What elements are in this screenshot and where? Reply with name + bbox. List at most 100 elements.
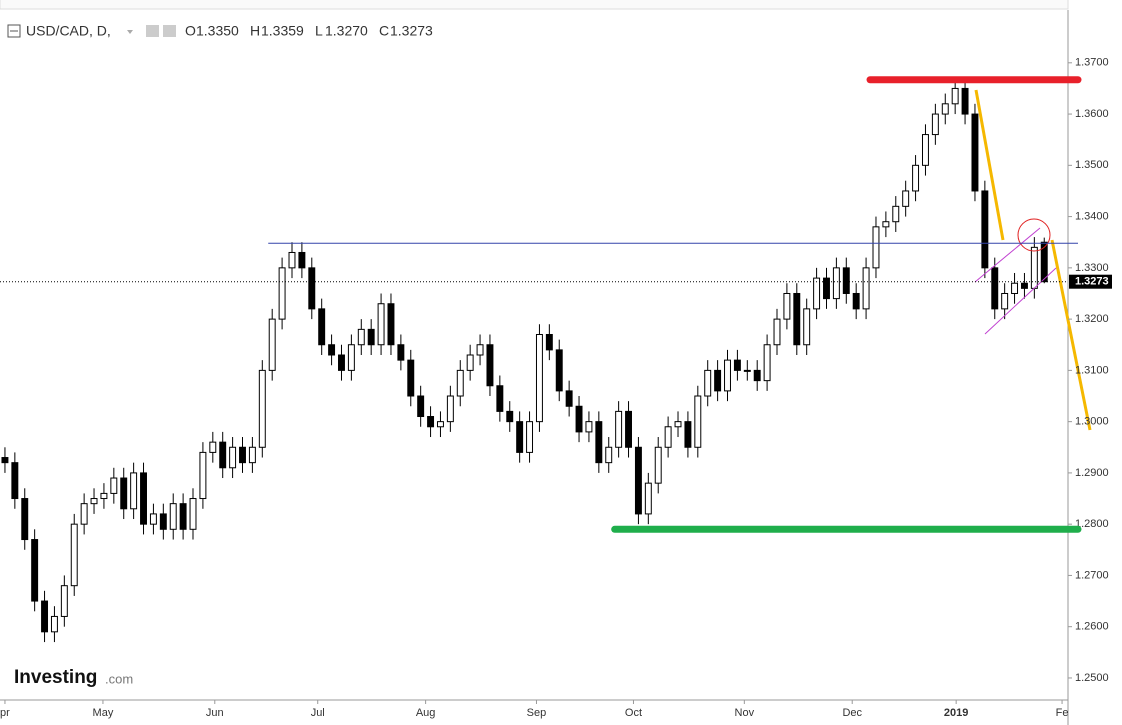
candle-body [704, 369, 712, 397]
candle-body [971, 113, 979, 192]
candle-body [763, 344, 771, 382]
y-tick-label: 1.2500 [1075, 672, 1109, 684]
candle-body [130, 472, 138, 510]
x-tick-label: Jul [311, 707, 325, 719]
candle-body [50, 615, 58, 633]
candle-body [912, 164, 920, 192]
candle-body [308, 267, 316, 310]
y-tick-label: 1.3700 [1075, 57, 1109, 69]
x-tick-label: Nov [735, 707, 755, 719]
candle-body [41, 600, 49, 633]
candle-body [100, 492, 108, 500]
candle-body [239, 446, 246, 464]
y-tick-label: 1.3300 [1075, 262, 1109, 274]
channel-line [974, 227, 1041, 283]
ohlc-high: 1.3359 [261, 23, 304, 39]
candle-body [90, 498, 98, 505]
y-tick-label: 1.3600 [1075, 108, 1109, 120]
candle-body [140, 472, 147, 525]
candle-body [684, 421, 692, 448]
candle-body [31, 539, 39, 602]
candle-body [535, 333, 543, 423]
candle-body [526, 421, 534, 453]
y-tick-label: 1.2900 [1075, 467, 1109, 479]
candle-body [921, 134, 929, 166]
x-tick-label: May [93, 707, 114, 719]
candle-body [813, 277, 821, 310]
candle-body [961, 87, 969, 115]
candle-body [862, 267, 870, 310]
candle-body [219, 441, 227, 469]
candle-body [367, 328, 375, 346]
y-tick-label: 1.2600 [1075, 621, 1109, 633]
candle-body [595, 421, 603, 464]
candle-body [733, 359, 741, 371]
candle-body [258, 369, 266, 448]
symbol[interactable]: USD/CAD, D, [26, 23, 111, 39]
menu-icon[interactable] [7, 24, 21, 38]
candle-body [278, 267, 286, 320]
candle-body [694, 395, 702, 448]
close-icon[interactable] [163, 25, 176, 37]
candle-body [436, 421, 444, 428]
candle-body [110, 477, 118, 494]
candle-body [387, 303, 395, 346]
candle-body [169, 503, 177, 530]
candle-body [417, 395, 425, 418]
candle-body [605, 446, 613, 464]
candle-body [981, 190, 989, 269]
candle-body [496, 385, 504, 412]
toolbar [0, 0, 1069, 10]
candle-body [773, 318, 781, 346]
candle-body [664, 426, 672, 448]
x-tick-label: Aug [416, 707, 436, 719]
candle-body [991, 267, 999, 310]
y-tick-label: 1.3500 [1075, 159, 1109, 171]
ohlc-close: 1.3273 [390, 23, 433, 39]
dropdown-arrow[interactable] [127, 30, 133, 34]
candle-body [724, 359, 731, 392]
x-tick-label: Fe [1056, 707, 1069, 719]
x-tick-label: Jun [206, 707, 224, 719]
x-tick-label: pr [0, 707, 10, 719]
last-price-label: 1.3273 [1075, 276, 1109, 288]
candle-body [625, 410, 632, 448]
y-tick-label: 1.2700 [1075, 569, 1109, 581]
candle-body [456, 369, 464, 397]
trend-arrow [1050, 239, 1092, 431]
candle-body [872, 226, 880, 269]
candle-body [407, 359, 415, 397]
x-tick-label: Dec [842, 707, 862, 719]
brand-suffix: .com [105, 671, 133, 686]
candle-body [120, 477, 128, 510]
y-tick-label: 1.2800 [1075, 518, 1109, 530]
settings-icon[interactable] [146, 25, 159, 37]
candle-body [615, 410, 623, 448]
candle-body [654, 446, 662, 484]
candle-body [209, 441, 217, 453]
candle-body [575, 405, 583, 433]
candle-body [555, 349, 563, 392]
candle-body [902, 190, 910, 207]
ohlc-low: 1.3270 [325, 23, 368, 39]
candle-body [357, 328, 365, 346]
candle-body [1, 457, 9, 464]
candle-body [545, 333, 553, 351]
highlight-circle [1017, 218, 1051, 252]
candle-body [486, 344, 494, 387]
candle-body [229, 446, 237, 469]
candle-body [506, 410, 514, 423]
candle-body [11, 462, 19, 500]
candle-body [298, 251, 306, 269]
candle-body [318, 308, 326, 346]
candle-body [842, 267, 850, 294]
candle-body [80, 503, 88, 525]
candle-body [288, 251, 296, 269]
toolbar-strip [0, 0, 1069, 10]
candle-body [1040, 241, 1048, 283]
candle-body [446, 395, 454, 423]
candle-body [466, 354, 474, 371]
candle-body [516, 421, 524, 453]
